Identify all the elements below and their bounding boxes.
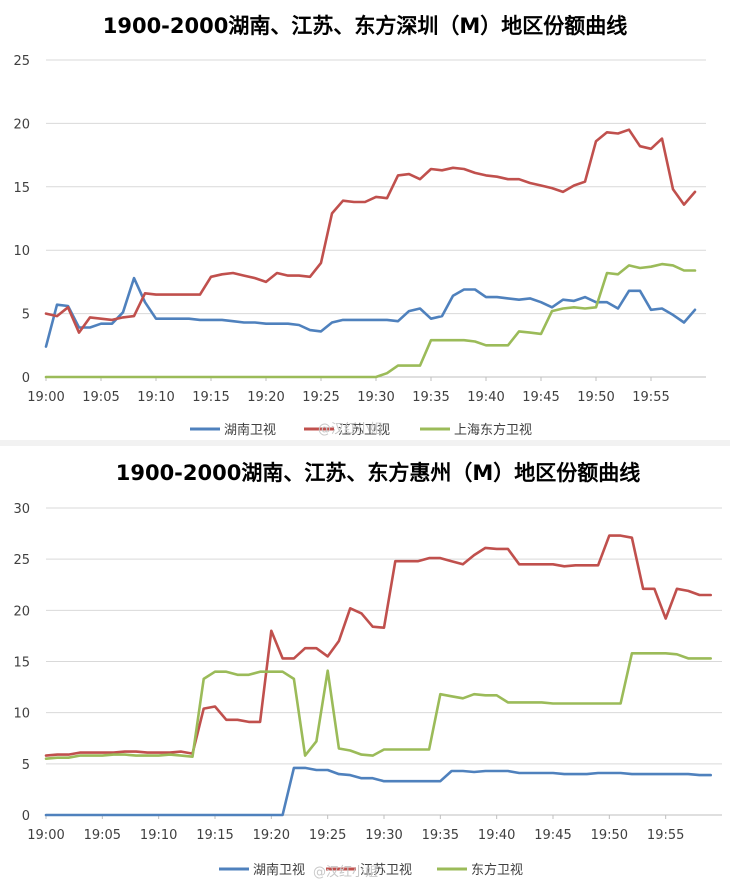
x-tick-label: 19:45 bbox=[522, 390, 559, 405]
y-tick-label: 15 bbox=[13, 656, 30, 671]
x-tick-label: 19:40 bbox=[478, 828, 515, 843]
chart-panel-shenzhen: 1900-2000湖南、江苏、东方深圳（M）地区份额曲线 0 5 10 15 20 25 … bbox=[0, 0, 730, 440]
x-tick-label: 19:30 bbox=[365, 828, 402, 843]
x-tick-label: 19:35 bbox=[412, 390, 449, 405]
x-tick-label: 19:05 bbox=[84, 828, 121, 843]
chart-panel-huizhou: 1900-2000湖南、江苏、东方惠州（M）地区份额曲线 0 5 10 15 20 25 3… bbox=[0, 446, 730, 883]
watermark: @汉红小姐 bbox=[313, 864, 378, 880]
y-tick-label: 10 bbox=[13, 707, 30, 722]
legend-label: 东方卫视 bbox=[471, 862, 523, 878]
x-tick-label: 19:35 bbox=[422, 828, 459, 843]
x-tick-label: 19:20 bbox=[253, 828, 290, 843]
legend-label: 江苏卫视 bbox=[360, 862, 412, 878]
x-tick-label: 19:00 bbox=[27, 828, 64, 843]
legend-label: 上海东方卫视 bbox=[454, 422, 532, 438]
y-tick-label: 10 bbox=[13, 244, 30, 259]
x-tick-label: 19:10 bbox=[137, 390, 174, 405]
x-tick-label: 19:15 bbox=[196, 828, 233, 843]
shenzhen-share-chart: 1900-2000湖南、江苏、东方深圳（M）地区份额曲线 0510152025 … bbox=[13, 14, 706, 438]
x-tick-label: 19:25 bbox=[302, 390, 339, 405]
series-line-1 bbox=[44, 534, 713, 757]
x-tick-label: 19:15 bbox=[192, 390, 229, 405]
series-line-2 bbox=[44, 262, 697, 379]
x-tick-label: 19:55 bbox=[647, 828, 684, 843]
x-tick-label: 19:30 bbox=[357, 390, 394, 405]
chart-title: 1900-2000湖南、江苏、东方惠州（M）地区份额曲线 bbox=[116, 461, 641, 485]
legend-label: 湖南卫视 bbox=[224, 422, 276, 438]
y-tick-label: 0 bbox=[22, 809, 30, 824]
y-tick-label: 0 bbox=[22, 371, 30, 386]
y-tick-label: 30 bbox=[13, 502, 30, 517]
y-tick-label: 5 bbox=[22, 758, 30, 773]
series-line-0 bbox=[44, 766, 713, 817]
series-line-2 bbox=[44, 652, 713, 761]
y-tick-label: 25 bbox=[13, 54, 30, 69]
y-tick-label: 20 bbox=[13, 117, 30, 132]
x-tick-label: 19:45 bbox=[534, 828, 571, 843]
watermark: @汉红小姐 bbox=[318, 421, 383, 437]
x-tick-label: 19:00 bbox=[27, 390, 64, 405]
x-tick-label: 19:25 bbox=[309, 828, 346, 843]
x-tick-label: 19:10 bbox=[140, 828, 177, 843]
huizhou-share-chart: 1900-2000湖南、江苏、东方惠州（M）地区份额曲线 0 5 10 15 20 25 3… bbox=[13, 461, 722, 880]
x-tick-label: 19:05 bbox=[82, 390, 119, 405]
series-line-1 bbox=[44, 128, 697, 334]
x-tick-label: 19:20 bbox=[247, 390, 284, 405]
legend-label: 江苏卫视 bbox=[338, 422, 390, 438]
x-tick-label: 19:40 bbox=[467, 390, 504, 405]
y-tick-label: 20 bbox=[13, 604, 30, 619]
y-tick-label: 25 bbox=[13, 553, 30, 568]
y-tick-label: 15 bbox=[13, 181, 30, 196]
x-tick-label: 19:55 bbox=[632, 390, 669, 405]
chart-title: 1900-2000湖南、江苏、东方深圳（M）地区份额曲线 bbox=[103, 14, 628, 38]
legend-label: 湖南卫视 bbox=[253, 862, 305, 878]
x-tick-label: 19:50 bbox=[577, 390, 614, 405]
x-tick-label: 19:50 bbox=[591, 828, 628, 843]
series-line-0 bbox=[44, 276, 697, 348]
y-tick-label: 5 bbox=[22, 308, 30, 323]
panel-divider bbox=[0, 440, 730, 446]
